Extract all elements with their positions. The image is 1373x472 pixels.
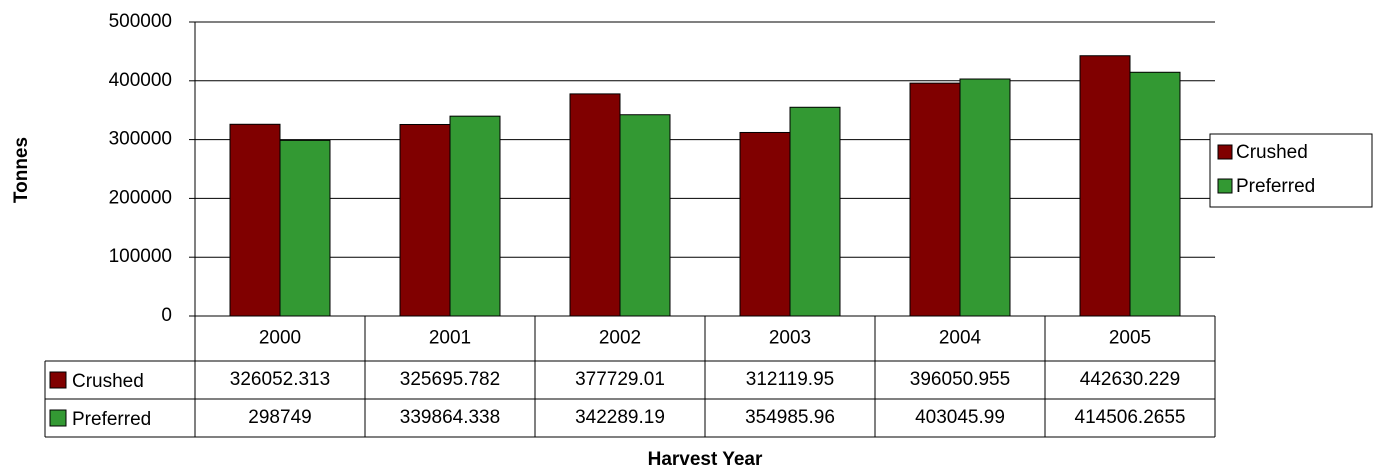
y-tick-label: 200000	[109, 187, 172, 208]
table-cell: 298749	[248, 407, 311, 428]
x-tick-label: 2005	[1109, 328, 1151, 349]
table-cell: 403045.99	[915, 407, 1005, 428]
x-tick-label: 2002	[599, 328, 641, 349]
table-cell: 414506.2655	[1075, 407, 1186, 428]
legend-label: Crushed	[1236, 142, 1308, 163]
bar	[279, 139, 331, 317]
x-tick-label: 2004	[939, 328, 982, 349]
bar	[909, 82, 961, 317]
x-tick-label: 2000	[259, 328, 301, 349]
bar	[229, 123, 281, 317]
bar	[569, 93, 621, 317]
table-legend-key	[49, 371, 67, 389]
bar	[739, 131, 791, 317]
y-tick-label: 100000	[109, 246, 172, 267]
table-cell: 325695.782	[400, 369, 500, 390]
x-tick-label: 2001	[429, 328, 471, 349]
table-cell: 326052.313	[230, 369, 330, 390]
table-cell: 442630.229	[1080, 369, 1180, 390]
x-axis-title: Harvest Year	[648, 449, 763, 470]
bar	[619, 114, 671, 317]
legend-box	[1209, 133, 1373, 208]
x-tick-label: 2003	[769, 328, 811, 349]
table-cell: 377729.01	[575, 369, 665, 390]
legend-label: Preferred	[1236, 176, 1315, 197]
table-cell: 342289.19	[575, 407, 665, 428]
table-legend-key	[49, 409, 67, 427]
y-tick-label: 400000	[109, 70, 172, 91]
bar	[959, 78, 1011, 317]
bar	[789, 106, 841, 317]
table-row-label: Crushed	[72, 371, 144, 392]
table-cell: 312119.95	[746, 369, 834, 390]
legend-key	[1217, 144, 1233, 160]
y-tick-label: 300000	[109, 129, 172, 150]
legend-key	[1217, 178, 1233, 194]
table-cell: 396050.955	[910, 369, 1010, 390]
table-cell: 354985.96	[745, 407, 835, 428]
table-row-label: Preferred	[72, 409, 151, 430]
bar	[449, 115, 501, 317]
y-tick-label: 500000	[109, 11, 172, 32]
bar	[1079, 55, 1131, 317]
table-cell: 339864.338	[400, 407, 500, 428]
bar	[1129, 71, 1181, 317]
y-tick-label: 0	[161, 305, 172, 326]
bar	[399, 123, 451, 317]
y-axis-title: Tonnes	[11, 137, 32, 203]
